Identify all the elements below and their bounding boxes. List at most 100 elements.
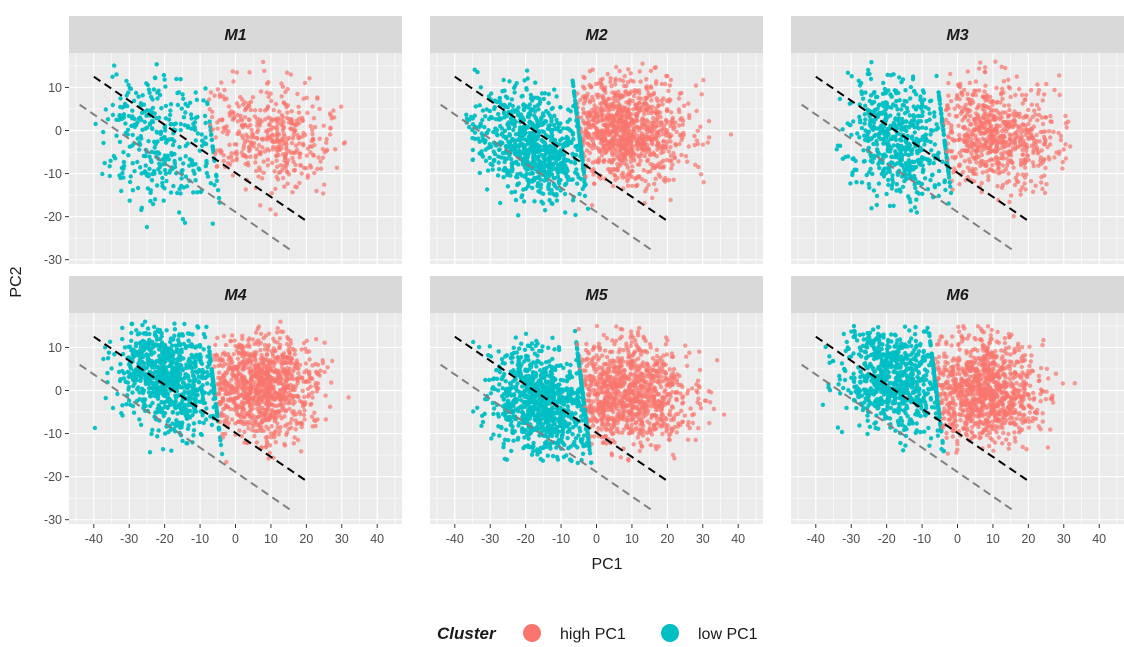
point-high-pc1 xyxy=(1015,172,1020,177)
point-low-pc1 xyxy=(867,170,872,175)
point-low-pc1 xyxy=(563,210,568,215)
point-high-pc1 xyxy=(277,413,282,418)
point-low-pc1 xyxy=(561,165,566,170)
point-high-pc1 xyxy=(1058,133,1064,139)
point-high-pc1 xyxy=(316,155,321,160)
point-low-pc1 xyxy=(509,190,514,195)
point-high-pc1 xyxy=(618,161,623,166)
point-high-pc1 xyxy=(979,149,984,154)
point-high-pc1 xyxy=(264,129,269,134)
point-low-pc1 xyxy=(504,169,509,174)
point-low-pc1 xyxy=(574,143,580,149)
point-low-pc1 xyxy=(199,132,204,137)
point-high-pc1 xyxy=(612,93,618,98)
point-low-pc1 xyxy=(485,168,491,173)
point-low-pc1 xyxy=(888,73,894,78)
point-low-pc1 xyxy=(912,182,917,187)
point-low-pc1 xyxy=(181,161,186,166)
point-low-pc1 xyxy=(115,391,120,397)
point-high-pc1 xyxy=(1063,156,1069,161)
point-high-pc1 xyxy=(266,135,271,140)
point-high-pc1 xyxy=(587,150,593,156)
point-high-pc1 xyxy=(1011,165,1016,170)
point-high-pc1 xyxy=(599,115,604,120)
point-high-pc1 xyxy=(1000,153,1005,158)
point-high-pc1 xyxy=(945,103,950,109)
point-low-pc1 xyxy=(174,404,179,410)
point-high-pc1 xyxy=(226,129,231,134)
point-high-pc1 xyxy=(273,403,279,409)
point-low-pc1 xyxy=(922,142,927,147)
point-low-pc1 xyxy=(556,156,562,161)
point-high-pc1 xyxy=(589,84,594,89)
point-low-pc1 xyxy=(203,86,208,91)
point-high-pc1 xyxy=(954,96,959,102)
point-high-pc1 xyxy=(613,78,618,83)
point-low-pc1 xyxy=(102,160,107,166)
point-high-pc1 xyxy=(589,203,595,208)
point-high-pc1 xyxy=(323,417,328,422)
point-high-pc1 xyxy=(219,149,224,154)
point-low-pc1 xyxy=(575,147,580,153)
point-high-pc1 xyxy=(265,147,270,152)
point-low-pc1 xyxy=(891,203,896,208)
point-high-pc1 xyxy=(992,117,998,123)
point-low-pc1 xyxy=(483,158,489,163)
point-high-pc1 xyxy=(1068,144,1073,149)
point-low-pc1 xyxy=(576,123,581,128)
point-low-pc1 xyxy=(183,110,188,115)
point-high-pc1 xyxy=(620,114,626,119)
point-low-pc1 xyxy=(935,125,941,131)
point-low-pc1 xyxy=(124,93,129,98)
point-high-pc1 xyxy=(946,120,951,126)
point-low-pc1 xyxy=(552,176,557,181)
point-high-pc1 xyxy=(664,118,669,124)
point-high-pc1 xyxy=(327,132,333,137)
point-low-pc1 xyxy=(167,112,173,118)
point-high-pc1 xyxy=(310,390,315,395)
point-high-pc1 xyxy=(948,71,953,77)
point-low-pc1 xyxy=(521,118,527,123)
point-high-pc1 xyxy=(980,162,986,167)
point-high-pc1 xyxy=(988,94,993,100)
point-high-pc1 xyxy=(247,148,252,154)
point-high-pc1 xyxy=(315,95,320,100)
point-low-pc1 xyxy=(912,205,918,210)
point-low-pc1 xyxy=(149,178,155,183)
point-low-pc1 xyxy=(118,96,123,101)
point-low-pc1 xyxy=(549,187,554,193)
point-high-pc1 xyxy=(1060,159,1066,165)
point-low-pc1 xyxy=(139,136,144,141)
point-high-pc1 xyxy=(663,179,668,184)
point-low-pc1 xyxy=(516,105,521,110)
point-high-pc1 xyxy=(638,108,643,113)
point-low-pc1 xyxy=(893,153,899,158)
point-low-pc1 xyxy=(525,76,530,81)
point-low-pc1 xyxy=(886,104,891,110)
point-low-pc1 xyxy=(105,356,111,361)
point-high-pc1 xyxy=(272,169,277,174)
point-low-pc1 xyxy=(916,180,922,185)
point-high-pc1 xyxy=(627,173,633,178)
point-low-pc1 xyxy=(157,329,162,335)
point-high-pc1 xyxy=(605,143,610,148)
point-high-pc1 xyxy=(639,119,644,124)
point-low-pc1 xyxy=(203,135,208,140)
y-tick-label: -10 xyxy=(44,167,62,181)
point-high-pc1 xyxy=(962,87,967,93)
point-low-pc1 xyxy=(912,165,917,171)
point-low-pc1 xyxy=(168,108,173,113)
point-high-pc1 xyxy=(990,102,995,108)
point-high-pc1 xyxy=(580,118,586,124)
point-low-pc1 xyxy=(187,163,192,168)
point-low-pc1 xyxy=(535,183,540,189)
point-high-pc1 xyxy=(972,155,977,161)
point-low-pc1 xyxy=(936,168,942,174)
point-low-pc1 xyxy=(215,188,221,193)
point-high-pc1 xyxy=(585,115,590,120)
point-low-pc1 xyxy=(142,169,147,174)
point-low-pc1 xyxy=(906,158,912,163)
point-high-pc1 xyxy=(650,195,655,201)
point-low-pc1 xyxy=(541,113,546,118)
point-high-pc1 xyxy=(304,95,309,101)
